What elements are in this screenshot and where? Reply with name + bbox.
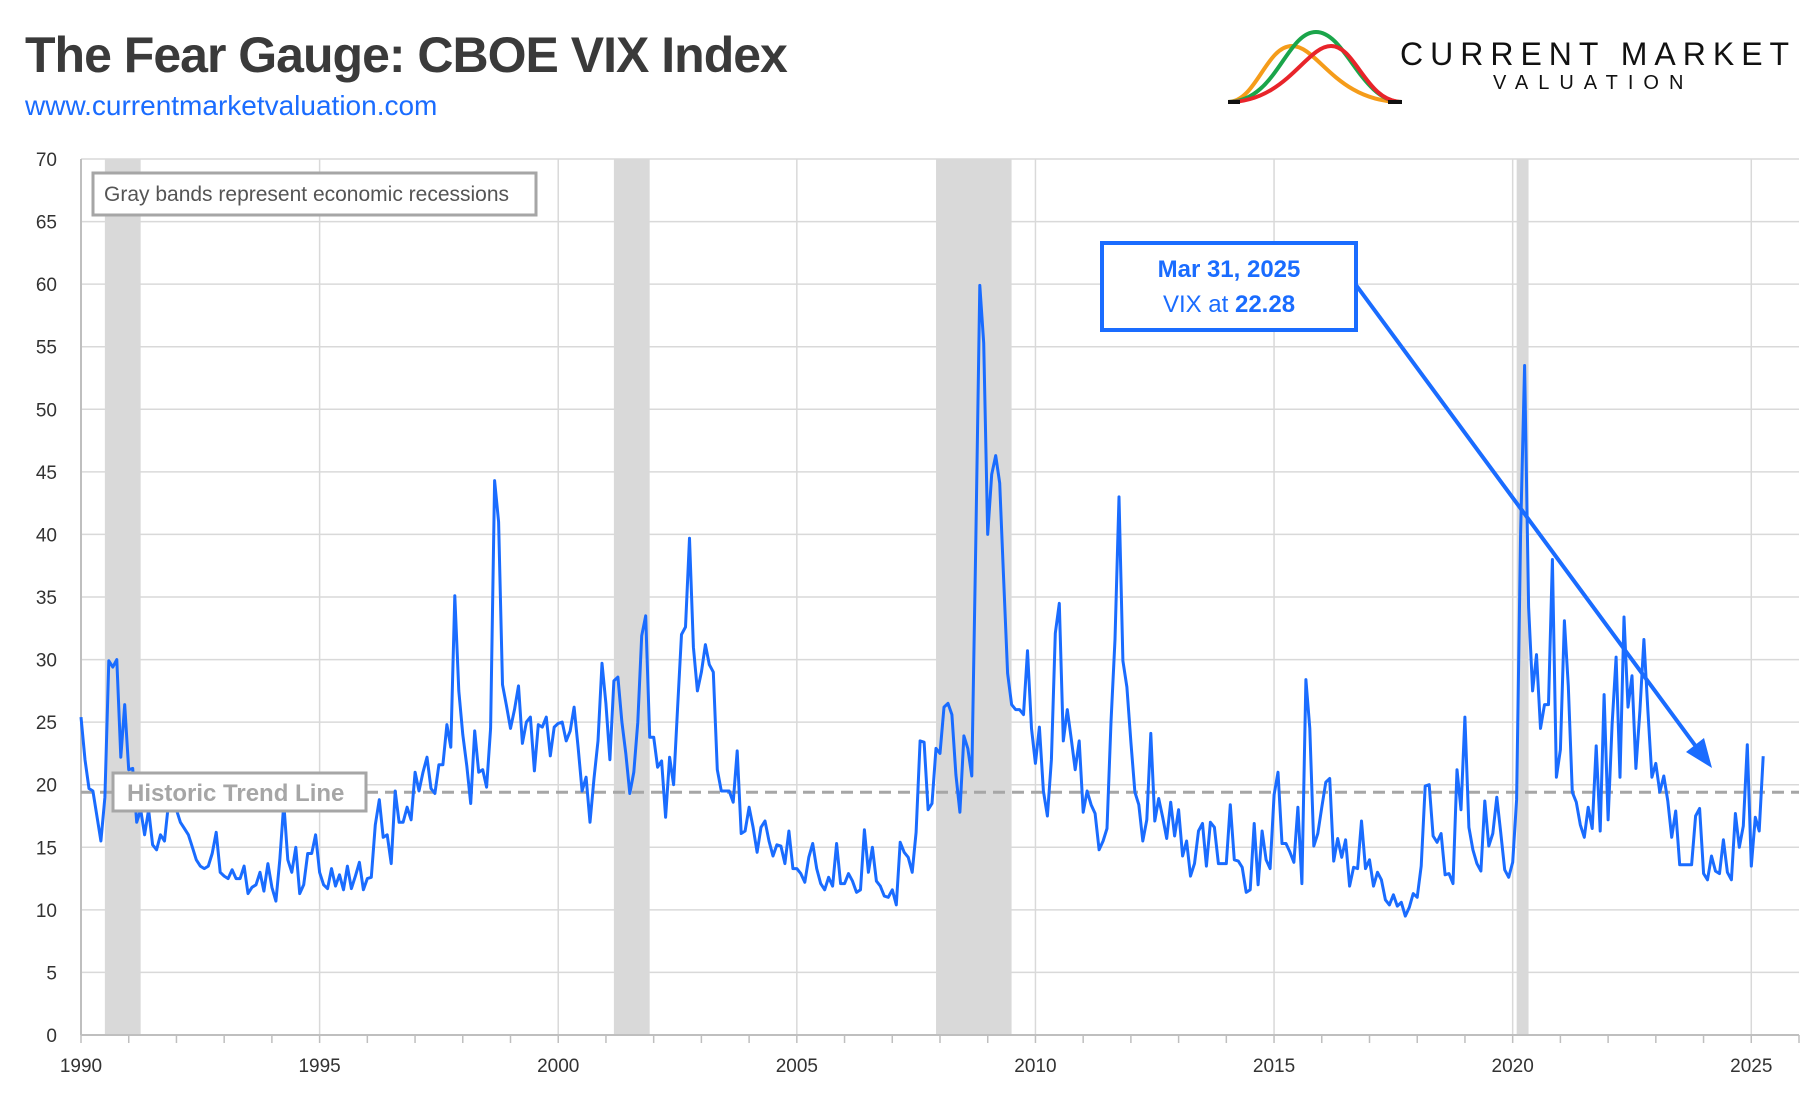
x-tick-label: 2015 [1253, 1056, 1295, 1077]
arrow-head-icon [1686, 738, 1712, 768]
y-tick-label: 25 [36, 713, 57, 734]
trend-line-label: Historic Trend Line [127, 780, 344, 807]
annotation-value: 22.28 [1235, 291, 1295, 318]
vix-series-line [79, 283, 1765, 918]
y-tick-label: 65 [36, 213, 57, 234]
y-tick-label: 55 [36, 338, 57, 359]
recession-legend-box: Gray bands represent economic recessions [91, 171, 538, 217]
y-tick-label: 60 [36, 275, 57, 296]
y-tick-label: 20 [36, 776, 57, 797]
annotation-callout: Mar 31, 2025 VIX at 22.28 [1100, 241, 1712, 768]
x-tick-label: 1995 [298, 1056, 340, 1077]
x-tick-label: 1990 [60, 1056, 102, 1077]
logo-text-line1: CURRENT MARKET [1400, 36, 1797, 72]
x-tick-label: 2005 [776, 1056, 818, 1077]
y-tick-label: 40 [36, 525, 57, 546]
annotation-prefix: VIX at [1163, 291, 1235, 318]
website-link[interactable]: www.currentmarketvaluation.com [25, 90, 438, 121]
y-tick-label: 50 [36, 400, 57, 421]
x-tick-label: 2025 [1730, 1056, 1772, 1077]
annotation-value-text: VIX at 22.28 [1163, 291, 1295, 318]
y-tick-label: 0 [46, 1026, 57, 1047]
y-tick-label: 5 [46, 963, 57, 984]
chart-title: The Fear Gauge: CBOE VIX Index [25, 27, 788, 83]
logo-curves-icon [1227, 29, 1403, 104]
trend-line-label-box: Historic Trend Line [111, 771, 368, 813]
y-tick-label: 70 [36, 150, 57, 171]
annotation-arrow [1354, 283, 1702, 754]
x-tick-label: 2000 [537, 1056, 579, 1077]
x-tick-label: 2020 [1492, 1056, 1534, 1077]
x-tick-label: 2010 [1014, 1056, 1056, 1077]
logo-text-line2: VALUATION [1493, 72, 1694, 94]
annotation-date: Mar 31, 2025 [1158, 256, 1301, 283]
y-tick-label: 35 [36, 588, 57, 609]
y-tick-label: 15 [36, 838, 57, 859]
y-tick-label: 45 [36, 463, 57, 484]
y-tick-label: 10 [36, 901, 57, 922]
recession-legend-text: Gray bands represent economic recessions [104, 183, 509, 206]
y-tick-label: 30 [36, 651, 57, 672]
